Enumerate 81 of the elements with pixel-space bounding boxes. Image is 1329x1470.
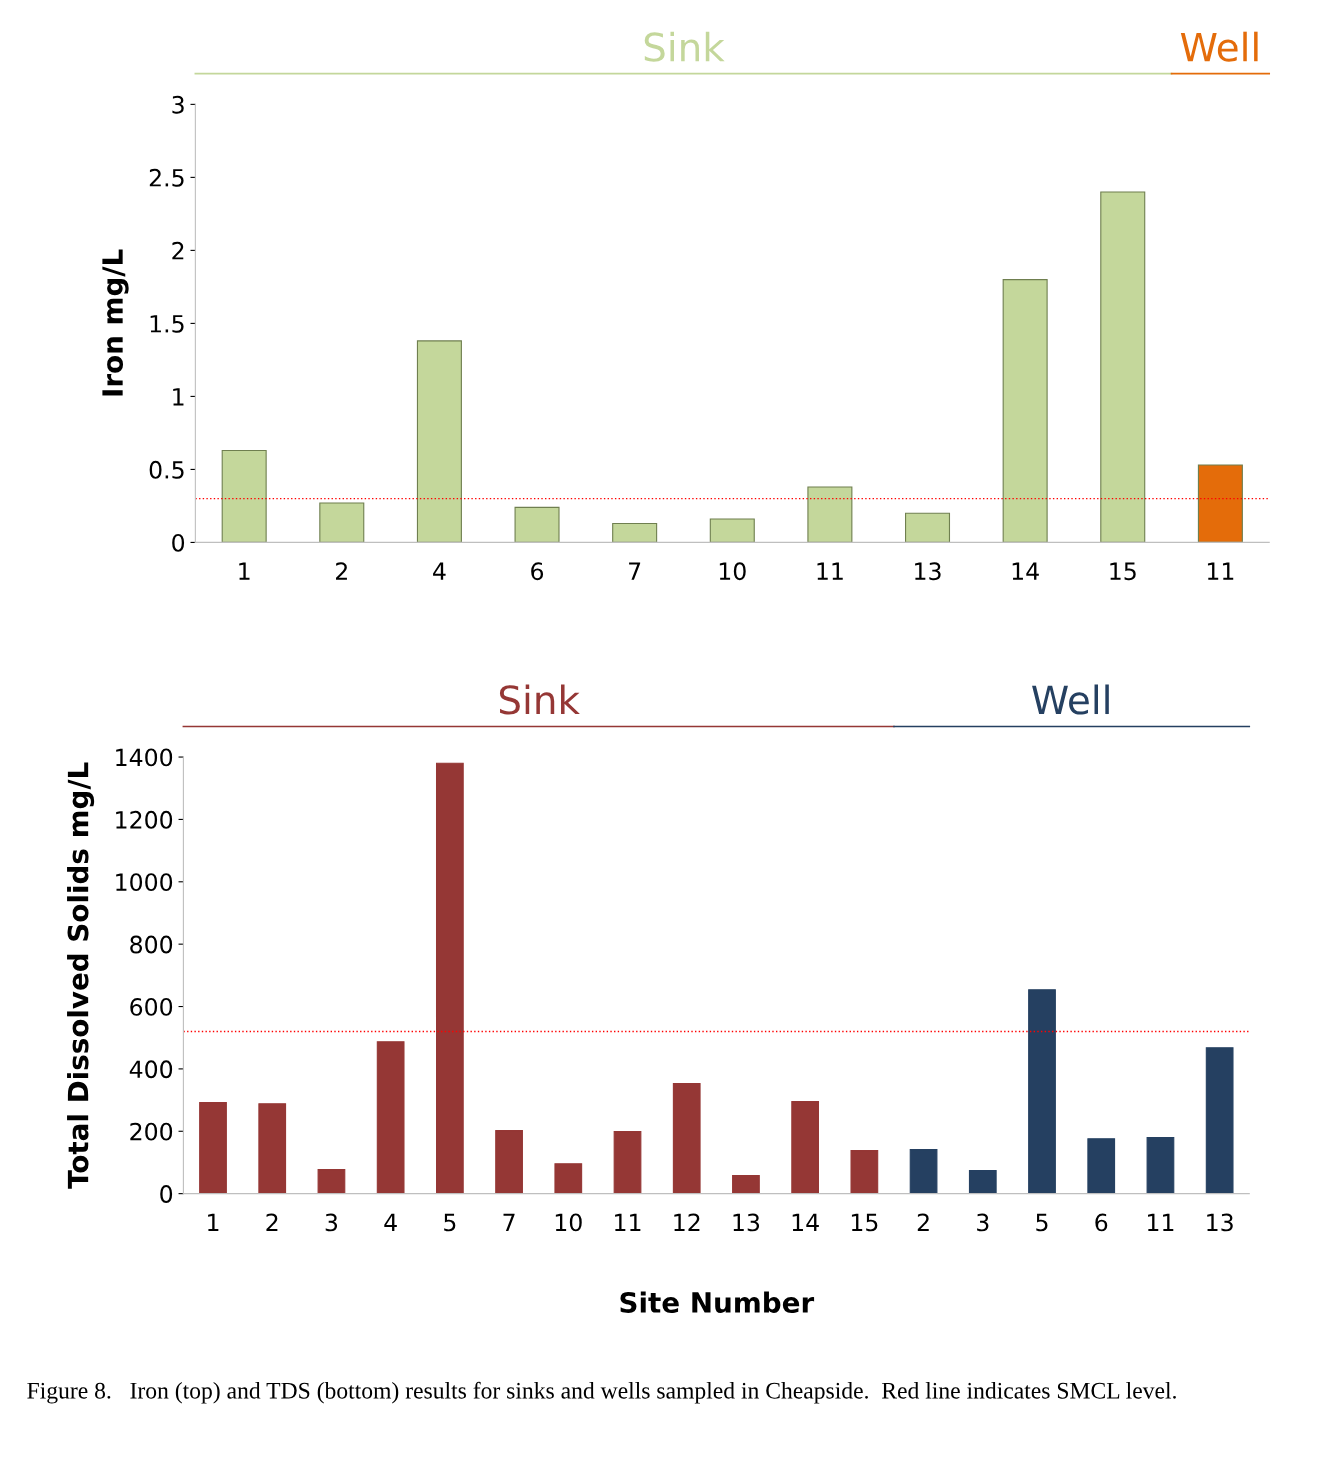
bar bbox=[672, 1083, 701, 1194]
bar bbox=[317, 1169, 346, 1194]
y-tick-label: 400 bbox=[129, 1060, 173, 1079]
y-tick-label: 1000 bbox=[116, 873, 173, 892]
caption: Figure 8. Iron (top) and TDS (bottom) results for sinks and wells sampled in Cheapside. Red line indicates SMCL level. bbox=[27, 1381, 1176, 1404]
y-tick-label: 1400 bbox=[116, 748, 173, 767]
bar bbox=[612, 522, 658, 543]
y-tick-label: 1.5 bbox=[150, 315, 184, 333]
x-tick-label: 7 bbox=[503, 1213, 515, 1232]
bar bbox=[221, 449, 267, 543]
y-tick-label: 200 bbox=[130, 1122, 173, 1141]
y-tick-label: 1 bbox=[173, 388, 184, 406]
bar bbox=[376, 1041, 405, 1194]
bar bbox=[1087, 1138, 1116, 1194]
y-tick-label: 2 bbox=[172, 241, 184, 260]
y-tick-label: 1200 bbox=[116, 810, 173, 829]
x-tick-label: 3 bbox=[977, 1213, 989, 1232]
x-tick-label: 12 bbox=[674, 1213, 700, 1232]
bar bbox=[1100, 191, 1146, 543]
x-tick-label: 11 bbox=[615, 1213, 641, 1232]
x-tick-label: 11 bbox=[1148, 1213, 1174, 1232]
bar bbox=[258, 1103, 287, 1194]
y-tick-label: 0 bbox=[160, 1185, 173, 1203]
x-tick-label: 2 bbox=[336, 562, 347, 580]
x-tick-label: 6 bbox=[1095, 1213, 1108, 1232]
x-tick-label: 1 bbox=[239, 562, 250, 580]
bar bbox=[732, 1174, 760, 1194]
x-tick-label: 6 bbox=[531, 562, 544, 581]
bar bbox=[1002, 279, 1048, 543]
y-tick-label: 0.5 bbox=[149, 460, 184, 479]
x-tick-label: 3 bbox=[325, 1213, 338, 1232]
bar bbox=[709, 518, 755, 543]
series-label: Sink bbox=[499, 684, 580, 715]
bar bbox=[554, 1163, 583, 1194]
bar bbox=[495, 1130, 523, 1194]
bar bbox=[319, 502, 365, 543]
bar bbox=[199, 1102, 227, 1194]
x-tick-label: 2 bbox=[917, 1213, 929, 1232]
bar bbox=[514, 506, 560, 543]
text: Well bbox=[1180, 31, 1258, 62]
y-axis-title: Iron mg/L bbox=[102, 249, 129, 396]
y-tick-label: 2.5 bbox=[149, 168, 184, 187]
bar bbox=[807, 486, 853, 543]
x-tick-label: 5 bbox=[1036, 1213, 1048, 1232]
y-tick-label: 3 bbox=[172, 95, 184, 114]
bar bbox=[909, 1149, 938, 1194]
x-tick-label: 11 bbox=[817, 562, 843, 580]
bar bbox=[1028, 989, 1056, 1194]
bar bbox=[1146, 1136, 1175, 1194]
x-tick-label: 13 bbox=[915, 562, 941, 581]
x-tick-label: 14 bbox=[792, 1213, 819, 1232]
bar bbox=[613, 1131, 642, 1194]
x-tick-label: 2 bbox=[266, 1213, 278, 1232]
x-tick-label: 1 bbox=[208, 1213, 219, 1232]
x-tick-label: 14 bbox=[1012, 562, 1039, 580]
bar bbox=[435, 762, 464, 1194]
text: Sink bbox=[644, 31, 725, 62]
x-tick-label: 13 bbox=[733, 1213, 760, 1232]
x-tick-label: 10 bbox=[555, 1213, 582, 1232]
y-axis-title: Total Dissolved Solids mg/L bbox=[67, 762, 95, 1189]
text: Well bbox=[1032, 684, 1109, 715]
y-tick-label: 600 bbox=[130, 997, 173, 1016]
bar bbox=[850, 1150, 879, 1194]
bar bbox=[968, 1170, 997, 1194]
bar bbox=[416, 340, 462, 543]
x-tick-label: 4 bbox=[384, 1213, 397, 1232]
x-tick-label: 4 bbox=[433, 562, 446, 580]
x-axis-title: Site Number bbox=[620, 1291, 815, 1313]
bar bbox=[1205, 1047, 1234, 1194]
x-tick-label: 13 bbox=[1207, 1213, 1233, 1232]
x-tick-label: 15 bbox=[851, 1213, 878, 1232]
y-tick-label: 0 bbox=[172, 533, 185, 552]
bar bbox=[791, 1101, 820, 1194]
y-tick-label: 800 bbox=[130, 935, 173, 954]
x-tick-label: 7 bbox=[629, 562, 641, 580]
x-tick-label: 10 bbox=[719, 562, 746, 581]
x-tick-label: 11 bbox=[1207, 562, 1234, 580]
x-tick-label: 15 bbox=[1110, 562, 1136, 581]
x-tick-label: 5 bbox=[444, 1213, 456, 1232]
bar bbox=[1197, 464, 1243, 543]
bar bbox=[905, 512, 951, 543]
